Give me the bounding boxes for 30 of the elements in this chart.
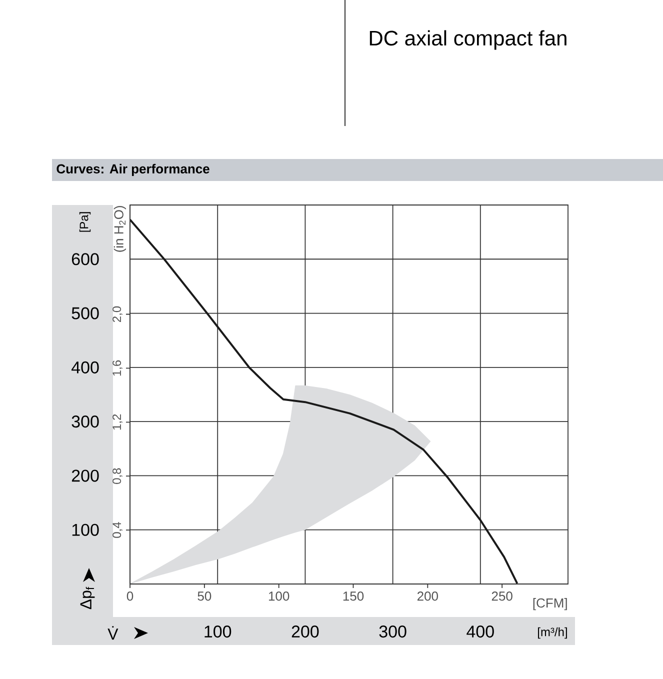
x2-tick-label: 100: [268, 592, 290, 601]
x-tick-label: 200: [292, 626, 319, 638]
x-tick-label: 100: [204, 626, 232, 638]
y2-tick-label: 0,8: [112, 468, 122, 484]
y2-tick-label: 1,6: [112, 360, 122, 376]
x2-tick-label: 0: [126, 592, 134, 601]
text: [Pa]: [79, 212, 91, 232]
y-tick-label: 400: [71, 361, 99, 374]
y-tick-label: 200: [72, 470, 99, 482]
y-tick-label: 500: [72, 307, 99, 320]
x-tick-label: 300: [379, 626, 406, 638]
text: [m³/h]: [538, 627, 567, 639]
y-tick-label: 300: [72, 416, 99, 428]
x-tick-label: 400: [466, 626, 494, 638]
y-tick-label: 100: [72, 524, 99, 536]
x-axis-title: V̇: [108, 626, 118, 640]
y2-tick-label: 0,4: [112, 522, 122, 538]
line-series: [130, 218, 518, 584]
chart-subtitle: Curves: Air performance: [56, 164, 210, 176]
x2-tick-label: 50: [198, 592, 212, 601]
y-axis-title: Δp$_{f}$: [80, 586, 95, 610]
x2-tick-label: 150: [343, 592, 364, 601]
y2-tick-label: 1,2: [112, 414, 122, 430]
y-tick-label: 600: [72, 253, 99, 266]
chart-title: DC axial compact fan: [370, 30, 566, 50]
x2-tick-label: 200: [417, 592, 438, 601]
x2-axis-title: [CFM]: [533, 598, 567, 610]
y2-axis-title: (in H$_{2}$O): [114, 206, 126, 252]
x2-tick-label: 250: [492, 592, 512, 601]
y2-tick-label: 2,0: [112, 306, 122, 322]
